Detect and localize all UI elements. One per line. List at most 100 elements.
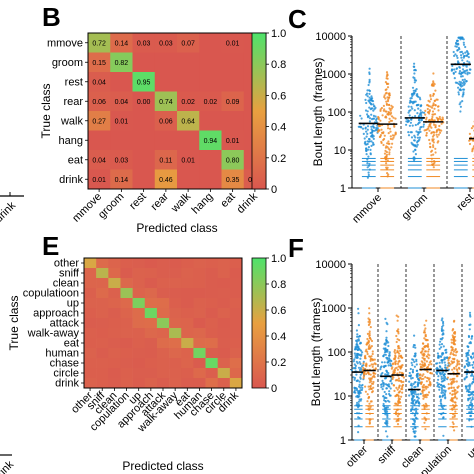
heatmap-cell <box>96 298 109 309</box>
heatmap-cell <box>120 348 133 359</box>
data-point <box>367 83 370 87</box>
data-point <box>355 395 358 398</box>
data-point <box>387 354 391 357</box>
data-point <box>414 79 418 82</box>
data-point <box>427 391 431 394</box>
data-point <box>387 344 390 348</box>
data-point <box>427 350 430 353</box>
heatmap-cell <box>96 348 109 359</box>
heatmap-cell <box>88 91 111 112</box>
heatmap-cell <box>169 378 182 389</box>
heatmap-cell <box>84 348 97 359</box>
data-point <box>446 376 449 379</box>
heatmap-cell <box>181 338 194 349</box>
data-point <box>470 357 473 360</box>
data-point <box>397 377 400 380</box>
data-point <box>420 360 423 363</box>
data-point <box>428 124 431 127</box>
data-point <box>433 119 436 122</box>
data-point <box>418 128 421 131</box>
data-point <box>413 69 416 72</box>
data-point <box>395 366 398 369</box>
data-point <box>368 120 371 123</box>
data-point <box>354 366 357 369</box>
heatmap-cell <box>120 318 133 329</box>
data-point <box>373 105 376 108</box>
data-point <box>426 343 430 346</box>
data-point <box>467 345 470 348</box>
data-point <box>453 380 456 383</box>
data-point <box>366 166 369 169</box>
data-point <box>397 397 400 400</box>
data-point <box>442 389 445 392</box>
data-point <box>366 352 369 356</box>
data-point <box>437 109 440 112</box>
heatmap-cell <box>88 52 111 73</box>
heatmap-cell <box>110 169 133 190</box>
data-point <box>461 95 464 98</box>
data-point <box>396 423 400 426</box>
data-point <box>368 99 371 102</box>
data-point <box>420 381 423 384</box>
heatmap-cell <box>229 268 243 279</box>
data-point <box>418 121 421 124</box>
x-tick-label: walk <box>168 190 193 215</box>
data-point <box>427 353 430 356</box>
data-point <box>356 379 359 382</box>
data-point <box>413 139 416 142</box>
data-point <box>385 419 388 423</box>
data-point <box>438 386 441 389</box>
data-point <box>440 327 443 330</box>
data-point <box>415 94 418 97</box>
heatmap-cell <box>110 33 133 53</box>
data-point <box>423 357 426 360</box>
data-point <box>359 341 362 344</box>
heatmap-cell <box>193 288 206 299</box>
data-point <box>421 374 424 377</box>
data-point <box>470 399 473 402</box>
data-point <box>453 343 457 346</box>
data-point <box>429 146 432 149</box>
confusion-matrix-b: 0.72 0.14 0.03 0.03 0.07 0.01 0.15 0.82 0.04 0.95… <box>39 28 286 235</box>
data-point <box>436 352 439 355</box>
data-point <box>425 396 428 399</box>
y-tick-label: drink <box>59 174 83 186</box>
data-point <box>410 390 413 393</box>
heatmap-cell <box>132 111 156 131</box>
data-point <box>367 115 370 118</box>
heatmap-cell <box>156 368 170 379</box>
colorbar-tick-label: 0 <box>271 184 277 196</box>
data-point <box>392 362 395 365</box>
data-point <box>464 51 467 54</box>
data-point <box>468 139 471 142</box>
heatmap-cell <box>169 318 182 329</box>
data-point <box>368 81 371 84</box>
data-point <box>422 377 425 380</box>
data-point <box>399 349 402 352</box>
data-point <box>365 147 368 150</box>
data-point <box>365 130 368 133</box>
data-point <box>366 113 369 116</box>
data-point <box>452 400 455 403</box>
data-point <box>387 359 390 362</box>
data-point <box>424 350 427 353</box>
heatmap-cell <box>181 308 194 319</box>
data-point <box>396 351 399 354</box>
heatmap-cell <box>132 368 146 379</box>
data-point <box>364 126 367 129</box>
cell-value: 0.00 <box>137 99 151 106</box>
data-point <box>384 400 387 403</box>
heatmap-cell <box>154 91 178 112</box>
data-point <box>370 107 373 110</box>
heatmap-cell <box>217 358 231 369</box>
data-point <box>420 382 423 386</box>
heatmap-cell <box>193 368 206 379</box>
data-point <box>407 111 410 114</box>
data-point <box>396 319 399 322</box>
data-point <box>428 361 431 364</box>
y-tick-label: 10000 <box>315 31 346 43</box>
data-point <box>428 109 431 112</box>
heatmap-cell <box>217 258 231 269</box>
heatmap-cell <box>156 348 170 359</box>
heatmap-cell <box>144 368 158 379</box>
